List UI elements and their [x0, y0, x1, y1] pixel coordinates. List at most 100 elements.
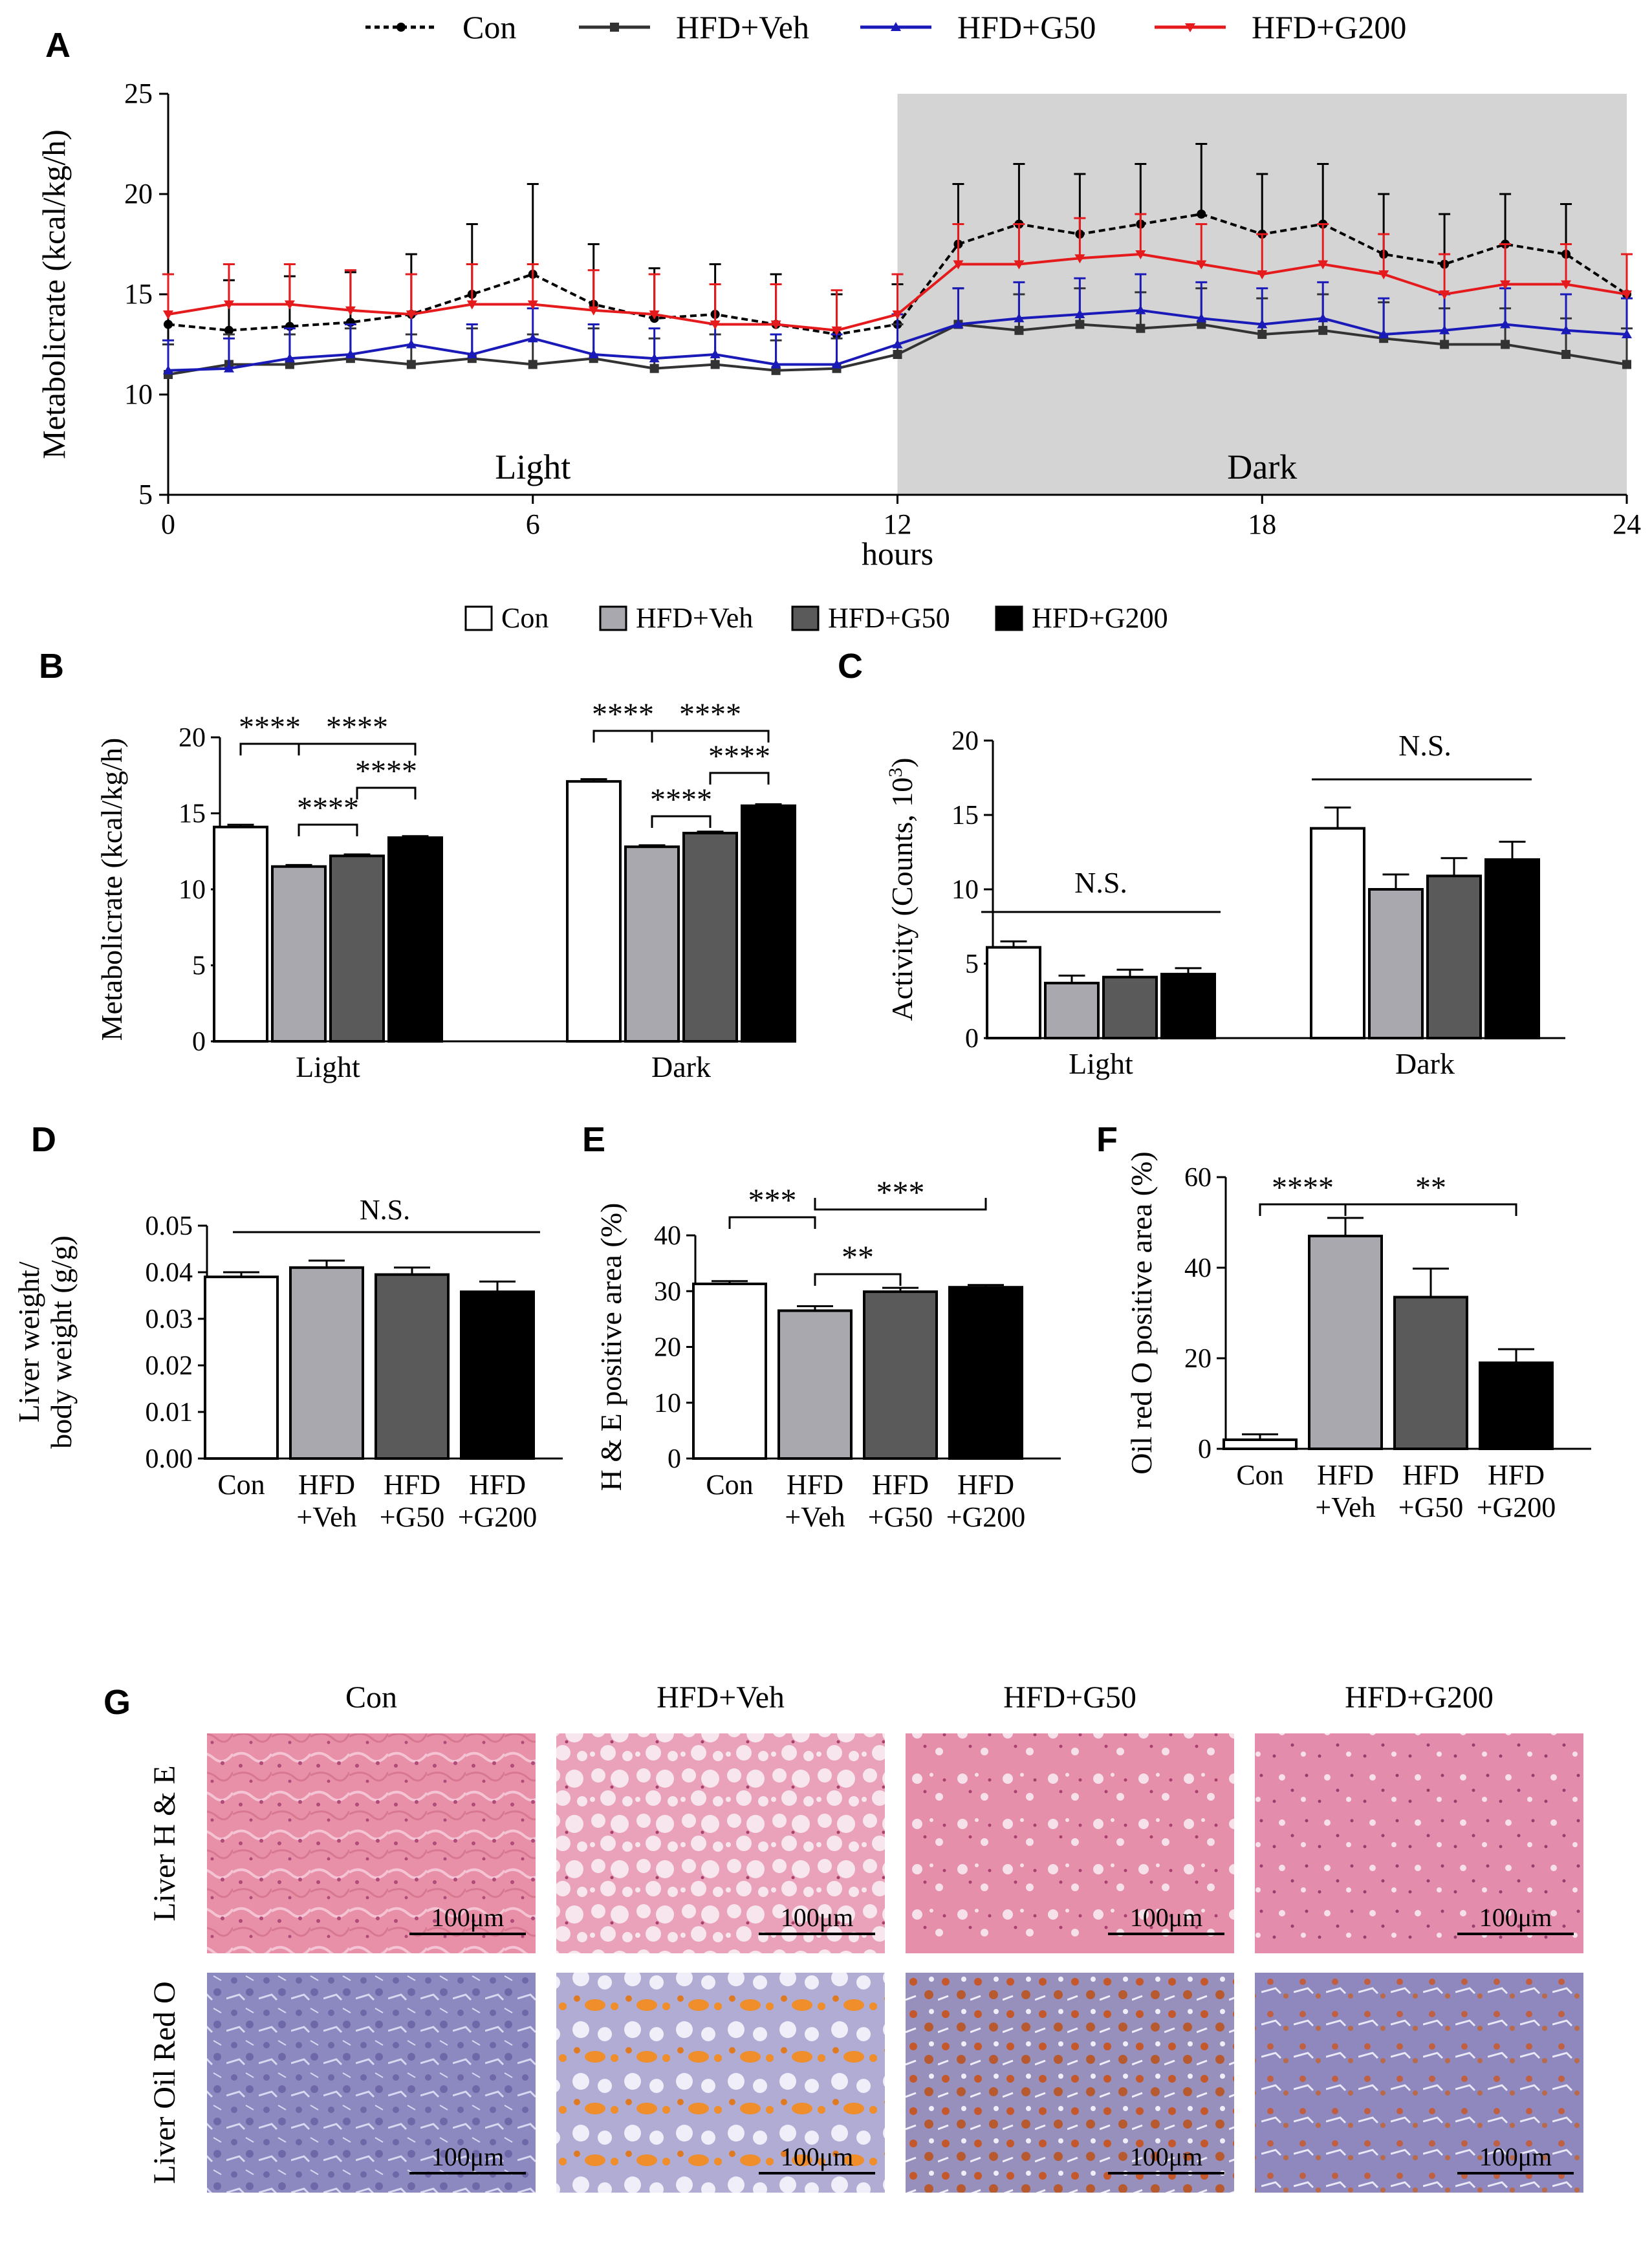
legend-swatch-1 — [599, 605, 627, 631]
panel-label-c: C — [838, 647, 863, 686]
data-point — [528, 360, 538, 369]
legend-label-3: HFD+G200 — [1032, 602, 1168, 634]
bar — [289, 1266, 364, 1460]
chart-panel-a: 5 10 15 20 25 0 6 12 18 24 hours Metabolicrate (kca… — [36, 78, 1641, 572]
y-tick-label: 0.04 — [146, 1258, 193, 1288]
x-tick-label: 6 — [526, 508, 540, 540]
data-point — [223, 300, 234, 310]
chart-panel-f: 0 20 40 60 Oil red O positive area (%) Con HFD… — [1125, 1151, 1591, 1523]
category-label: HFD — [469, 1469, 526, 1501]
data-point — [163, 310, 173, 320]
data-point — [710, 320, 721, 330]
category-label: +G200 — [946, 1501, 1026, 1533]
data-point — [710, 349, 721, 358]
bar — [777, 1309, 853, 1460]
data-point — [892, 339, 903, 349]
data-point — [527, 300, 538, 310]
data-point — [1197, 210, 1206, 219]
significance-label: *** — [748, 1182, 797, 1218]
micrograph-0-3 — [1255, 1733, 1583, 1953]
significance-bracket — [728, 1216, 816, 1229]
data-point — [1500, 319, 1511, 329]
data-point — [406, 360, 416, 369]
panel-g-histology: Con HFD+Veh HFD+G50 HFD+G200 Liver H & E 100μ… — [147, 1680, 1583, 2193]
category-label: Dark — [651, 1050, 711, 1083]
category-label: +G50 — [1398, 1491, 1464, 1523]
scale-bar-label: 100μm — [431, 1903, 505, 1932]
data-point — [345, 349, 356, 358]
bar — [375, 1273, 450, 1460]
bar — [271, 865, 327, 1043]
y-tick-label: 40 — [1184, 1253, 1212, 1283]
data-point — [1135, 250, 1146, 259]
significance-bracket — [651, 730, 770, 743]
bar — [1310, 827, 1365, 1039]
significance-label: **** — [708, 739, 770, 774]
y-tick-label: 20 — [124, 178, 153, 210]
legend-label-3: HFD+G200 — [1252, 9, 1406, 45]
category-label: Light — [1069, 1047, 1133, 1080]
data-point — [953, 260, 964, 270]
bar — [460, 1290, 535, 1460]
bar — [387, 836, 443, 1043]
legend-label-1: HFD+Veh — [676, 9, 809, 45]
category-label: Con — [706, 1469, 753, 1501]
category-label: +G50 — [868, 1501, 933, 1533]
data-point — [1561, 350, 1571, 359]
category-label: +Veh — [1315, 1491, 1375, 1523]
scale-bar-label: 100μm — [1479, 2142, 1552, 2171]
y-tick-label: 60 — [1184, 1163, 1212, 1193]
x-tick-label: 18 — [1248, 508, 1276, 540]
data-point — [1318, 260, 1329, 270]
panel-label-g: G — [103, 1683, 131, 1722]
data-point — [1378, 329, 1389, 338]
y-axis-title: Liver weight/ — [12, 1261, 45, 1422]
significance-bracket — [814, 1198, 987, 1211]
significance-label: **** — [326, 710, 388, 744]
bar — [624, 845, 680, 1043]
category-label: HFD — [787, 1469, 843, 1501]
data-point — [953, 319, 964, 329]
data-point — [892, 310, 903, 320]
data-point — [831, 359, 842, 369]
legend-marker-1 — [610, 23, 619, 32]
bar — [1102, 975, 1158, 1039]
significance-bracket — [592, 730, 653, 743]
data-point — [164, 320, 173, 329]
bar — [204, 1275, 279, 1460]
legend-marker-0 — [397, 23, 406, 32]
bar — [1308, 1235, 1383, 1450]
data-point — [1136, 323, 1146, 333]
data-point — [1074, 254, 1085, 264]
y-tick-label: 0 — [668, 1444, 681, 1474]
bar — [1044, 981, 1100, 1040]
legend-label-2: HFD+G50 — [957, 9, 1096, 45]
significance-bracket — [356, 786, 417, 799]
data-point — [223, 363, 234, 373]
data-point — [1622, 290, 1632, 299]
data-point — [1622, 360, 1631, 369]
data-point — [770, 359, 781, 369]
data-point — [406, 310, 417, 320]
y-tick-label: 10 — [124, 378, 153, 410]
data-point — [1561, 325, 1572, 334]
scale-bar-label: 100μm — [781, 1903, 854, 1932]
column-label-2: HFD+G50 — [1003, 1680, 1136, 1715]
data-point — [1014, 313, 1025, 323]
data-point — [1440, 340, 1450, 349]
bar — [1223, 1438, 1298, 1450]
series-HFD+G200 — [162, 213, 1633, 336]
data-point — [466, 300, 477, 310]
y-tick-label: 0 — [965, 1024, 979, 1054]
significance-label: **** — [355, 754, 417, 788]
data-point — [406, 339, 417, 349]
data-point — [224, 325, 234, 335]
y-axis-title-sup: 3 — [885, 768, 906, 777]
micrograph-1-3 — [1255, 1973, 1583, 2193]
chart-panel-c: 0 5 10 15 20 Activity (Counts, 103) Light Dark N… — [885, 726, 1565, 1080]
scale-bar-label: 100μm — [1130, 1903, 1203, 1932]
y-tick-label: 0.03 — [146, 1305, 193, 1334]
y-tick-label: 15 — [179, 799, 206, 829]
legend-swatch-2 — [791, 605, 820, 631]
significance-label: ** — [1415, 1171, 1446, 1205]
